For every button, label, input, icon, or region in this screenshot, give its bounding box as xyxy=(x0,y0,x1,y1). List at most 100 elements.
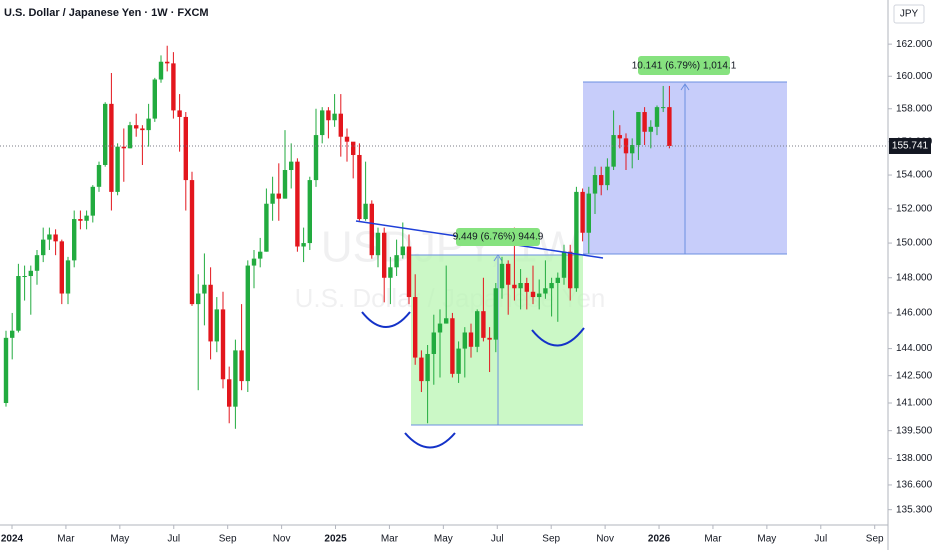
candle-body xyxy=(642,112,647,132)
candle-body xyxy=(282,170,288,199)
x-tick-label: May xyxy=(110,534,129,545)
candle-body xyxy=(530,291,536,298)
candle-body xyxy=(388,267,393,278)
x-tick-label: 2025 xyxy=(324,534,347,545)
candle-body xyxy=(127,125,133,149)
candle-body xyxy=(524,283,529,292)
x-tick-label: Jul xyxy=(167,534,180,545)
candle-body xyxy=(3,337,9,404)
candle-body xyxy=(202,284,207,294)
candle-body xyxy=(481,311,486,338)
candle-body xyxy=(121,146,126,149)
candle-body xyxy=(462,332,467,349)
y-tick-label: 141.000 xyxy=(896,398,932,409)
candle-body xyxy=(574,191,579,289)
candle-body xyxy=(28,270,33,277)
x-tick-label: Nov xyxy=(273,534,291,545)
x-tick-label: Mar xyxy=(704,534,722,545)
candle-body xyxy=(661,107,666,109)
y-tick-label: 148.000 xyxy=(896,272,932,283)
candle-body xyxy=(152,79,157,119)
x-tick-label: Sep xyxy=(866,534,884,545)
candle-body xyxy=(72,219,77,261)
candle-body xyxy=(450,318,455,374)
candle-body xyxy=(586,193,591,233)
candle-body xyxy=(617,135,622,139)
candle-body xyxy=(493,288,498,340)
candle-body xyxy=(344,136,350,142)
candle-body xyxy=(648,126,653,132)
candle-body xyxy=(400,246,405,256)
annotation-box xyxy=(456,228,540,246)
candle-body xyxy=(605,166,610,186)
candle-body xyxy=(251,258,257,266)
candle-body xyxy=(65,260,71,294)
candle-body xyxy=(96,164,102,187)
candle-body xyxy=(78,219,83,221)
candle-body xyxy=(245,265,250,382)
candle-body xyxy=(183,116,188,181)
candle-body xyxy=(667,107,672,147)
candle-body xyxy=(84,215,89,221)
annotation-text: 10.141 (6.79%) 1,014.1 xyxy=(632,61,737,72)
candle-body xyxy=(549,283,554,289)
candle-body xyxy=(326,110,331,121)
x-tick-label: Mar xyxy=(381,534,399,545)
y-tick-label: 138.000 xyxy=(896,453,932,464)
candle-body xyxy=(363,203,368,220)
candle-body xyxy=(599,175,604,186)
x-tick-label: Jul xyxy=(814,534,827,545)
candle-body xyxy=(307,180,312,244)
annotation-box xyxy=(638,56,730,75)
x-tick-label: Nov xyxy=(596,534,614,545)
candle-body xyxy=(134,125,139,129)
candle-body xyxy=(165,61,170,64)
candle-body xyxy=(233,350,238,407)
candle-body xyxy=(34,255,40,271)
y-tick-label: 158.000 xyxy=(896,103,932,114)
candle-body xyxy=(332,113,337,121)
candle-body xyxy=(22,276,27,278)
candle-body xyxy=(239,350,244,382)
pattern-arc xyxy=(531,327,585,347)
candles xyxy=(0,45,888,429)
candle-body xyxy=(10,330,15,338)
axes: 135.300 136.600 138.000 139.500 141.000 142.5… xyxy=(1,39,932,545)
candle-body xyxy=(338,113,343,137)
y-tick-label: 152.000 xyxy=(896,203,932,214)
x-tick-label: Sep xyxy=(542,534,560,545)
y-tick-label: 142.500 xyxy=(896,370,932,381)
x-tick-label: May xyxy=(434,534,453,545)
candle-body xyxy=(320,110,325,136)
candle-body xyxy=(90,186,95,216)
candle-body xyxy=(375,232,381,256)
x-tick-label: Mar xyxy=(57,534,75,545)
pattern-arc xyxy=(361,311,411,328)
candle-body xyxy=(103,103,108,165)
y-tick-label: 150.000 xyxy=(896,238,932,249)
candle-body xyxy=(636,112,641,146)
x-tick-label: Jul xyxy=(491,534,504,545)
candle-body xyxy=(537,293,542,298)
range-arrow-head xyxy=(493,254,503,262)
candle-body xyxy=(382,232,387,278)
candle-body xyxy=(196,293,201,305)
candle-body xyxy=(276,193,281,199)
candle-body xyxy=(16,276,21,331)
candle-body xyxy=(623,138,629,154)
candle-body xyxy=(431,332,436,354)
candle-body xyxy=(301,243,306,247)
range-arrow-head xyxy=(680,83,690,91)
candle-body xyxy=(561,251,567,278)
candle-body xyxy=(53,234,58,242)
currency-box[interactable] xyxy=(893,4,925,24)
x-tick-label: 2026 xyxy=(648,534,671,545)
candle-body xyxy=(41,239,46,256)
x-tick-label: Sep xyxy=(219,534,237,545)
candle-body xyxy=(357,154,362,220)
chart-title: U.S. Dollar / Japanese Yen · 1W · FXCM xyxy=(4,7,209,19)
candle-body xyxy=(140,128,145,131)
candle-body xyxy=(109,103,114,192)
y-tick-label: 160.000 xyxy=(896,71,932,82)
